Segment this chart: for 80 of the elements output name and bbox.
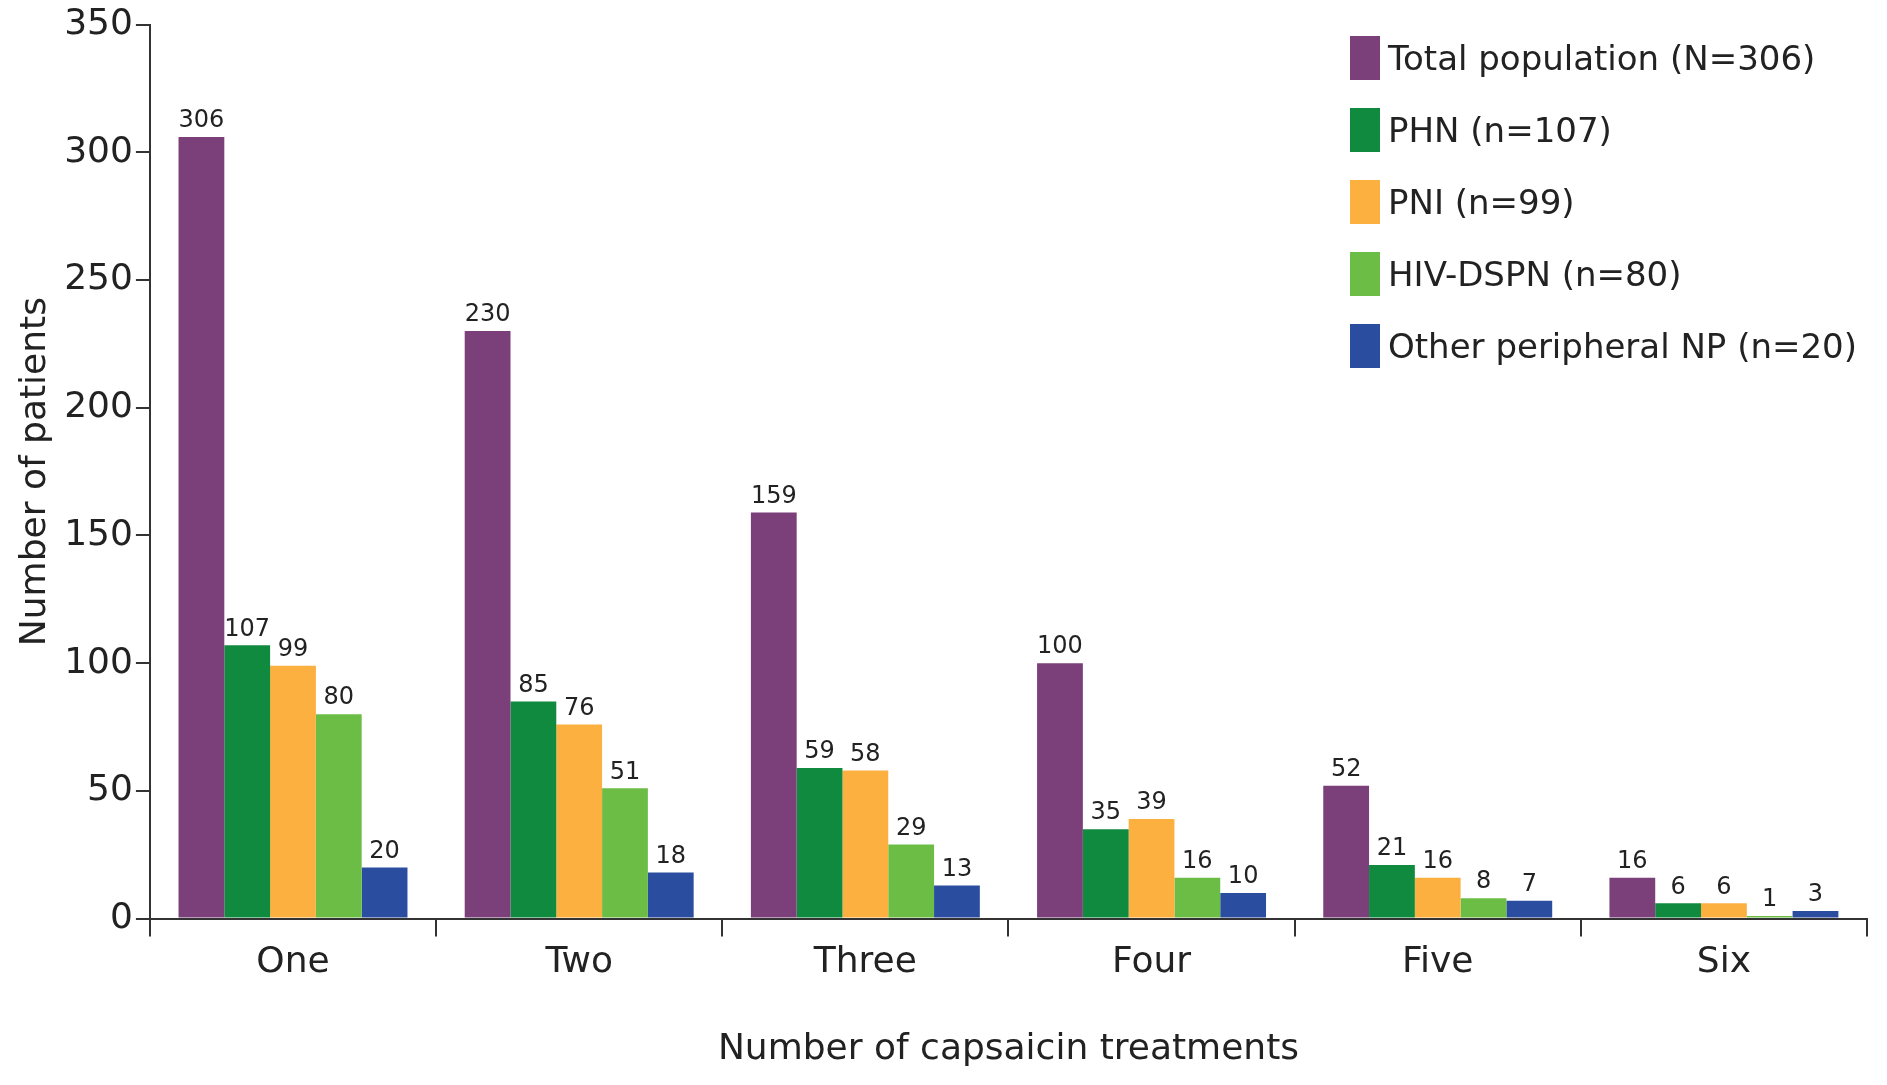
x-tick-label: Four — [1112, 938, 1192, 980]
data-label: 10 — [1227, 861, 1259, 890]
bar — [796, 767, 843, 918]
legend-label: Total population (N=306) — [1388, 38, 1816, 78]
data-label: 230 — [464, 299, 511, 328]
bar — [270, 665, 316, 918]
data-label: 29 — [895, 812, 927, 841]
data-label: 80 — [323, 682, 355, 711]
legend-label: Other peripheral NP (n=20) — [1388, 326, 1857, 366]
y-tick-label: 350 — [64, 0, 133, 42]
y-axis-title: Number of patients — [11, 297, 53, 647]
legend-label: HIV-DSPN (n=80) — [1388, 254, 1682, 294]
data-label: 16 — [1617, 845, 1648, 874]
bar — [647, 872, 694, 918]
y-tick-label: 100 — [64, 639, 133, 681]
bar — [1174, 877, 1221, 918]
data-label: 1 — [1762, 884, 1778, 913]
bar — [1460, 898, 1507, 918]
data-label: 8 — [1475, 866, 1492, 895]
data-label: 16 — [1182, 845, 1213, 874]
bar — [1414, 877, 1461, 918]
data-label: 107 — [224, 613, 271, 642]
bar — [361, 867, 408, 918]
x-tick-label: One — [256, 938, 330, 980]
data-label: 20 — [369, 835, 400, 864]
y-tick-label: 150 — [64, 511, 133, 553]
x-tick-label: Two — [544, 938, 613, 980]
data-label: 159 — [750, 480, 797, 509]
data-label: 21 — [1376, 833, 1408, 862]
bar — [1792, 910, 1839, 918]
data-label: 85 — [518, 669, 549, 698]
bar — [178, 136, 225, 918]
bar — [315, 714, 362, 918]
x-axis-title: Number of capsaicin treatments — [717, 1025, 1300, 1067]
y-tick-label: 200 — [64, 384, 133, 426]
data-label: 59 — [804, 736, 835, 765]
y-tick-label: 250 — [64, 256, 133, 298]
bar — [1082, 829, 1129, 918]
bar — [224, 645, 271, 918]
legend-label: PHN (n=107) — [1388, 110, 1612, 150]
data-label: 306 — [178, 105, 225, 134]
data-label: 100 — [1037, 631, 1083, 660]
data-label: 39 — [1136, 787, 1167, 816]
legend-label: PNI (n=99) — [1388, 182, 1575, 222]
bar — [1037, 663, 1083, 918]
bar — [1323, 785, 1370, 918]
bar — [1128, 818, 1175, 918]
bar — [1506, 900, 1553, 918]
bar — [510, 701, 557, 918]
bar — [1609, 877, 1656, 918]
y-tick-label: 300 — [64, 128, 133, 170]
y-tick-label: 0 — [110, 894, 133, 936]
data-label: 6 — [1670, 871, 1686, 900]
data-label: 76 — [563, 692, 595, 721]
data-label: 7 — [1521, 868, 1537, 897]
data-label: 6 — [1716, 871, 1732, 900]
bar — [750, 512, 797, 918]
bar — [1655, 903, 1702, 918]
bar — [1220, 893, 1267, 918]
y-tick-label: 50 — [87, 767, 133, 809]
data-label: 3 — [1807, 879, 1824, 908]
data-label: 58 — [850, 738, 881, 767]
data-label: 35 — [1090, 797, 1122, 826]
bar — [464, 331, 511, 918]
data-label: 13 — [941, 853, 973, 882]
x-tick-label: Six — [1696, 938, 1751, 980]
bar — [934, 885, 980, 918]
data-label: 18 — [655, 840, 687, 869]
bar — [556, 724, 603, 918]
data-label: 99 — [277, 633, 309, 662]
bar — [1701, 903, 1747, 918]
x-tick-label: Three — [812, 938, 917, 980]
bar — [842, 770, 889, 918]
data-label: 51 — [609, 756, 641, 785]
bar — [888, 844, 935, 918]
x-tick-label: Five — [1401, 938, 1474, 980]
data-label: 16 — [1422, 845, 1453, 874]
bar — [1369, 864, 1415, 918]
data-label: 52 — [1330, 754, 1362, 783]
bar — [602, 788, 648, 918]
